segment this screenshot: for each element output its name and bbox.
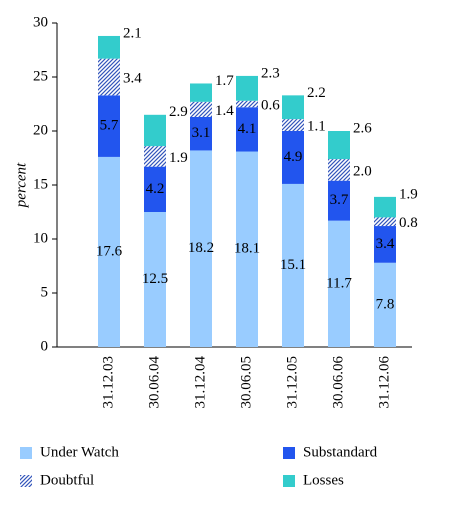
bar-segment: [328, 180, 350, 221]
data-label: 1.9: [399, 186, 418, 202]
y-tick-label: 15: [33, 176, 48, 192]
data-label: 0.8: [399, 215, 418, 231]
data-label: 18.2: [188, 240, 214, 256]
bar-segment: [144, 212, 166, 347]
bar-segment: [236, 151, 258, 347]
data-label: 3.1: [192, 125, 211, 141]
x-tick-label: 31.12.03: [100, 356, 116, 409]
bar-segment: [374, 226, 396, 263]
x-tick-label: 30.06.04: [146, 356, 162, 409]
y-tick-label: 25: [33, 68, 48, 84]
x-tick-label: 31.12.06: [376, 356, 392, 409]
data-label: 11.7: [326, 275, 352, 291]
data-label: 17.6: [96, 243, 123, 259]
legend-label: Under Watch: [40, 444, 119, 460]
bar-segment: [374, 196, 396, 218]
data-label: 2.9: [169, 104, 188, 120]
x-tick-label: 30.06.06: [330, 356, 346, 409]
bar-segment: [282, 131, 304, 184]
data-label: 2.6: [353, 120, 372, 136]
y-axis-label: percent: [13, 162, 29, 208]
data-label: 2.1: [123, 25, 142, 41]
legend-label: Losses: [303, 472, 344, 488]
data-label: 1.4: [215, 103, 234, 119]
data-label: 2.3: [261, 65, 280, 81]
bar-segment: [98, 35, 120, 59]
data-label: 2.0: [353, 163, 372, 179]
x-tick-label: 31.12.05: [284, 356, 300, 409]
bar-segment: [98, 58, 120, 96]
bar-segment: [236, 107, 258, 152]
bar-segment: [190, 83, 212, 102]
bar-segment: [374, 217, 396, 227]
y-tick-label: 5: [41, 284, 49, 300]
bar-segment: [236, 75, 258, 101]
data-label: 0.6: [261, 97, 280, 113]
bar-segment: [98, 156, 120, 347]
data-label: 7.8: [376, 296, 395, 312]
bar-segment: [374, 262, 396, 347]
data-label: 2.2: [307, 85, 326, 101]
y-tick-label: 0: [41, 338, 49, 354]
x-tick-label: 31.12.04: [192, 356, 208, 409]
bar-segment: [328, 131, 350, 160]
x-tick-label: 30.06.05: [238, 356, 254, 409]
y-tick-label: 30: [33, 14, 48, 30]
data-label: 12.5: [142, 271, 168, 287]
data-label: 1.7: [215, 73, 234, 89]
data-label: 5.7: [100, 118, 119, 134]
bar-segment: [190, 116, 212, 151]
bar-segment: [236, 100, 258, 108]
legend-swatch: [20, 447, 32, 459]
bar-segment: [282, 119, 304, 131]
bar-segment: [190, 101, 212, 117]
bar-segment: [282, 183, 304, 347]
bar-segment: [328, 220, 350, 347]
data-label: 15.1: [280, 257, 306, 273]
bar-segment: [98, 95, 120, 157]
data-label: 4.1: [238, 121, 257, 137]
data-label: 1.9: [169, 150, 188, 166]
y-tick-label: 10: [33, 230, 48, 246]
bar-segment: [144, 166, 166, 212]
y-tick-label: 20: [33, 122, 48, 138]
legend-label: Substandard: [303, 444, 378, 460]
data-label: 1.1: [307, 118, 326, 134]
legend-swatch: [20, 475, 32, 487]
data-label: 18.1: [234, 241, 260, 257]
legend-swatch: [283, 447, 295, 459]
data-label: 3.4: [376, 236, 395, 252]
bar-segment: [144, 114, 166, 147]
data-label: 4.2: [146, 181, 165, 197]
data-label: 3.7: [330, 192, 349, 208]
bar-segment: [144, 146, 166, 167]
bar-segment: [190, 150, 212, 347]
data-label: 4.9: [284, 149, 303, 165]
bar-segment: [282, 95, 304, 120]
bar-segment: [328, 159, 350, 181]
data-label: 3.4: [123, 70, 142, 86]
legend-swatch: [283, 475, 295, 487]
legend-label: Doubtful: [40, 472, 94, 488]
